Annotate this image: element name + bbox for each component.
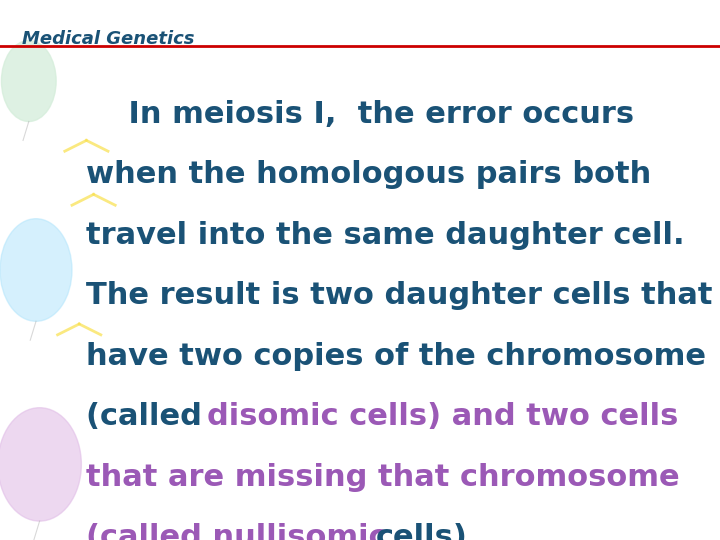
Text: have two copies of the chromosome: have two copies of the chromosome	[86, 342, 706, 371]
Ellipse shape	[1, 40, 56, 122]
Text: disomic cells) and two cells: disomic cells) and two cells	[207, 402, 679, 431]
Text: when the homologous pairs both: when the homologous pairs both	[86, 160, 652, 190]
Text: cells).: cells).	[376, 523, 480, 540]
Text: In meiosis I,  the error occurs: In meiosis I, the error occurs	[86, 100, 634, 129]
Ellipse shape	[0, 219, 72, 321]
Text: Medical Genetics: Medical Genetics	[22, 30, 194, 48]
Ellipse shape	[0, 408, 81, 521]
Text: (called nullisomic: (called nullisomic	[86, 523, 397, 540]
Text: travel into the same daughter cell.: travel into the same daughter cell.	[86, 221, 685, 250]
Text: (called: (called	[86, 402, 213, 431]
Text: that are missing that chromosome: that are missing that chromosome	[86, 463, 680, 492]
Text: The result is two daughter cells that: The result is two daughter cells that	[86, 281, 713, 310]
